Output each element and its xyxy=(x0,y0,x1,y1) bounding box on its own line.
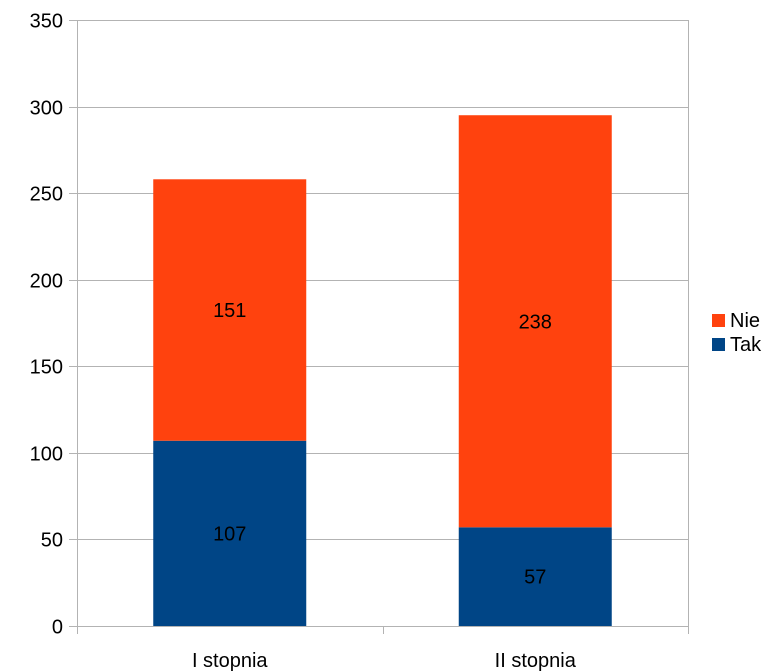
legend-label-tak: Tak xyxy=(730,334,762,356)
bar-nie-2 xyxy=(458,115,612,528)
y-tick-label: 200 xyxy=(30,271,63,293)
x-category-label: I stopnia xyxy=(192,650,268,672)
y-tick-label: 250 xyxy=(30,184,63,206)
legend-swatch-tak xyxy=(712,338,725,351)
y-tick-label: 50 xyxy=(41,530,63,552)
legend-swatch-nie xyxy=(712,314,725,327)
data-label: 238 xyxy=(519,311,552,333)
data-label: 57 xyxy=(524,567,546,589)
data-label: 151 xyxy=(213,300,246,322)
x-axis-labels: I stopnia II stopnia xyxy=(192,650,577,672)
bar-tak-2 xyxy=(458,527,612,626)
y-tick-label: 100 xyxy=(30,444,63,466)
y-tick-label: 350 xyxy=(30,11,63,33)
bar-nie-1 xyxy=(153,179,307,441)
bar-tak-1 xyxy=(153,440,307,626)
y-axis-ticks: 0 50 100 150 200 250 300 350 xyxy=(30,11,77,639)
y-tick-label: 300 xyxy=(30,98,63,120)
data-labels: 107 151 57 238 xyxy=(213,300,552,589)
axes xyxy=(77,20,689,634)
bars xyxy=(153,115,612,626)
x-category-label: II stopnia xyxy=(495,650,577,672)
data-label: 107 xyxy=(213,523,246,545)
y-tick-label: 150 xyxy=(30,357,63,379)
legend-label-nie: Nie xyxy=(730,310,760,332)
y-tick-label: 0 xyxy=(52,617,63,639)
